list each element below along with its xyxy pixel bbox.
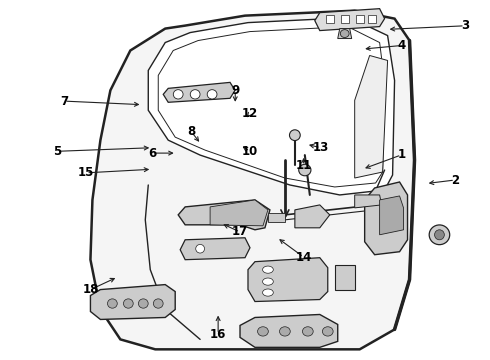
- Polygon shape: [356, 15, 364, 23]
- Polygon shape: [335, 265, 355, 289]
- Polygon shape: [355, 195, 382, 208]
- Ellipse shape: [173, 90, 183, 99]
- Polygon shape: [315, 9, 385, 31]
- Text: 1: 1: [397, 148, 405, 161]
- Text: 12: 12: [242, 107, 258, 120]
- Text: 17: 17: [232, 225, 248, 238]
- Polygon shape: [326, 15, 334, 23]
- Text: 2: 2: [451, 174, 459, 186]
- Text: 6: 6: [148, 147, 156, 159]
- Text: 9: 9: [231, 84, 239, 97]
- Text: 10: 10: [242, 145, 258, 158]
- Text: 8: 8: [187, 125, 196, 138]
- Polygon shape: [380, 196, 404, 235]
- Ellipse shape: [138, 299, 148, 308]
- Ellipse shape: [435, 230, 444, 240]
- Ellipse shape: [123, 299, 133, 308]
- Text: 7: 7: [60, 95, 68, 108]
- Ellipse shape: [263, 289, 273, 296]
- Polygon shape: [341, 15, 349, 23]
- Ellipse shape: [263, 278, 273, 285]
- Polygon shape: [240, 315, 338, 347]
- Ellipse shape: [190, 90, 200, 99]
- Ellipse shape: [153, 299, 163, 308]
- Polygon shape: [295, 205, 330, 228]
- Polygon shape: [248, 258, 328, 302]
- Ellipse shape: [429, 225, 450, 245]
- Ellipse shape: [107, 299, 117, 308]
- Polygon shape: [338, 28, 352, 39]
- Text: 14: 14: [295, 251, 312, 264]
- Ellipse shape: [302, 327, 313, 336]
- Polygon shape: [148, 18, 394, 195]
- Polygon shape: [91, 11, 415, 349]
- Text: 18: 18: [83, 283, 99, 296]
- Ellipse shape: [290, 130, 300, 140]
- Ellipse shape: [322, 327, 333, 336]
- Text: 5: 5: [53, 145, 61, 158]
- Text: 11: 11: [295, 159, 312, 172]
- Ellipse shape: [299, 164, 311, 176]
- Ellipse shape: [258, 327, 269, 336]
- Polygon shape: [178, 200, 270, 230]
- Ellipse shape: [263, 266, 273, 273]
- Text: 3: 3: [461, 19, 469, 32]
- Polygon shape: [180, 238, 250, 260]
- Text: 13: 13: [313, 141, 329, 154]
- Text: 4: 4: [397, 39, 406, 52]
- Ellipse shape: [207, 90, 217, 99]
- Polygon shape: [365, 182, 408, 255]
- Ellipse shape: [279, 327, 290, 336]
- Polygon shape: [91, 285, 175, 319]
- Ellipse shape: [196, 244, 204, 253]
- Polygon shape: [210, 200, 268, 226]
- Polygon shape: [368, 15, 376, 23]
- Text: 16: 16: [210, 328, 226, 341]
- Text: 15: 15: [78, 166, 95, 179]
- Polygon shape: [355, 55, 388, 178]
- Ellipse shape: [341, 30, 349, 37]
- Polygon shape: [268, 213, 285, 222]
- Polygon shape: [163, 82, 235, 102]
